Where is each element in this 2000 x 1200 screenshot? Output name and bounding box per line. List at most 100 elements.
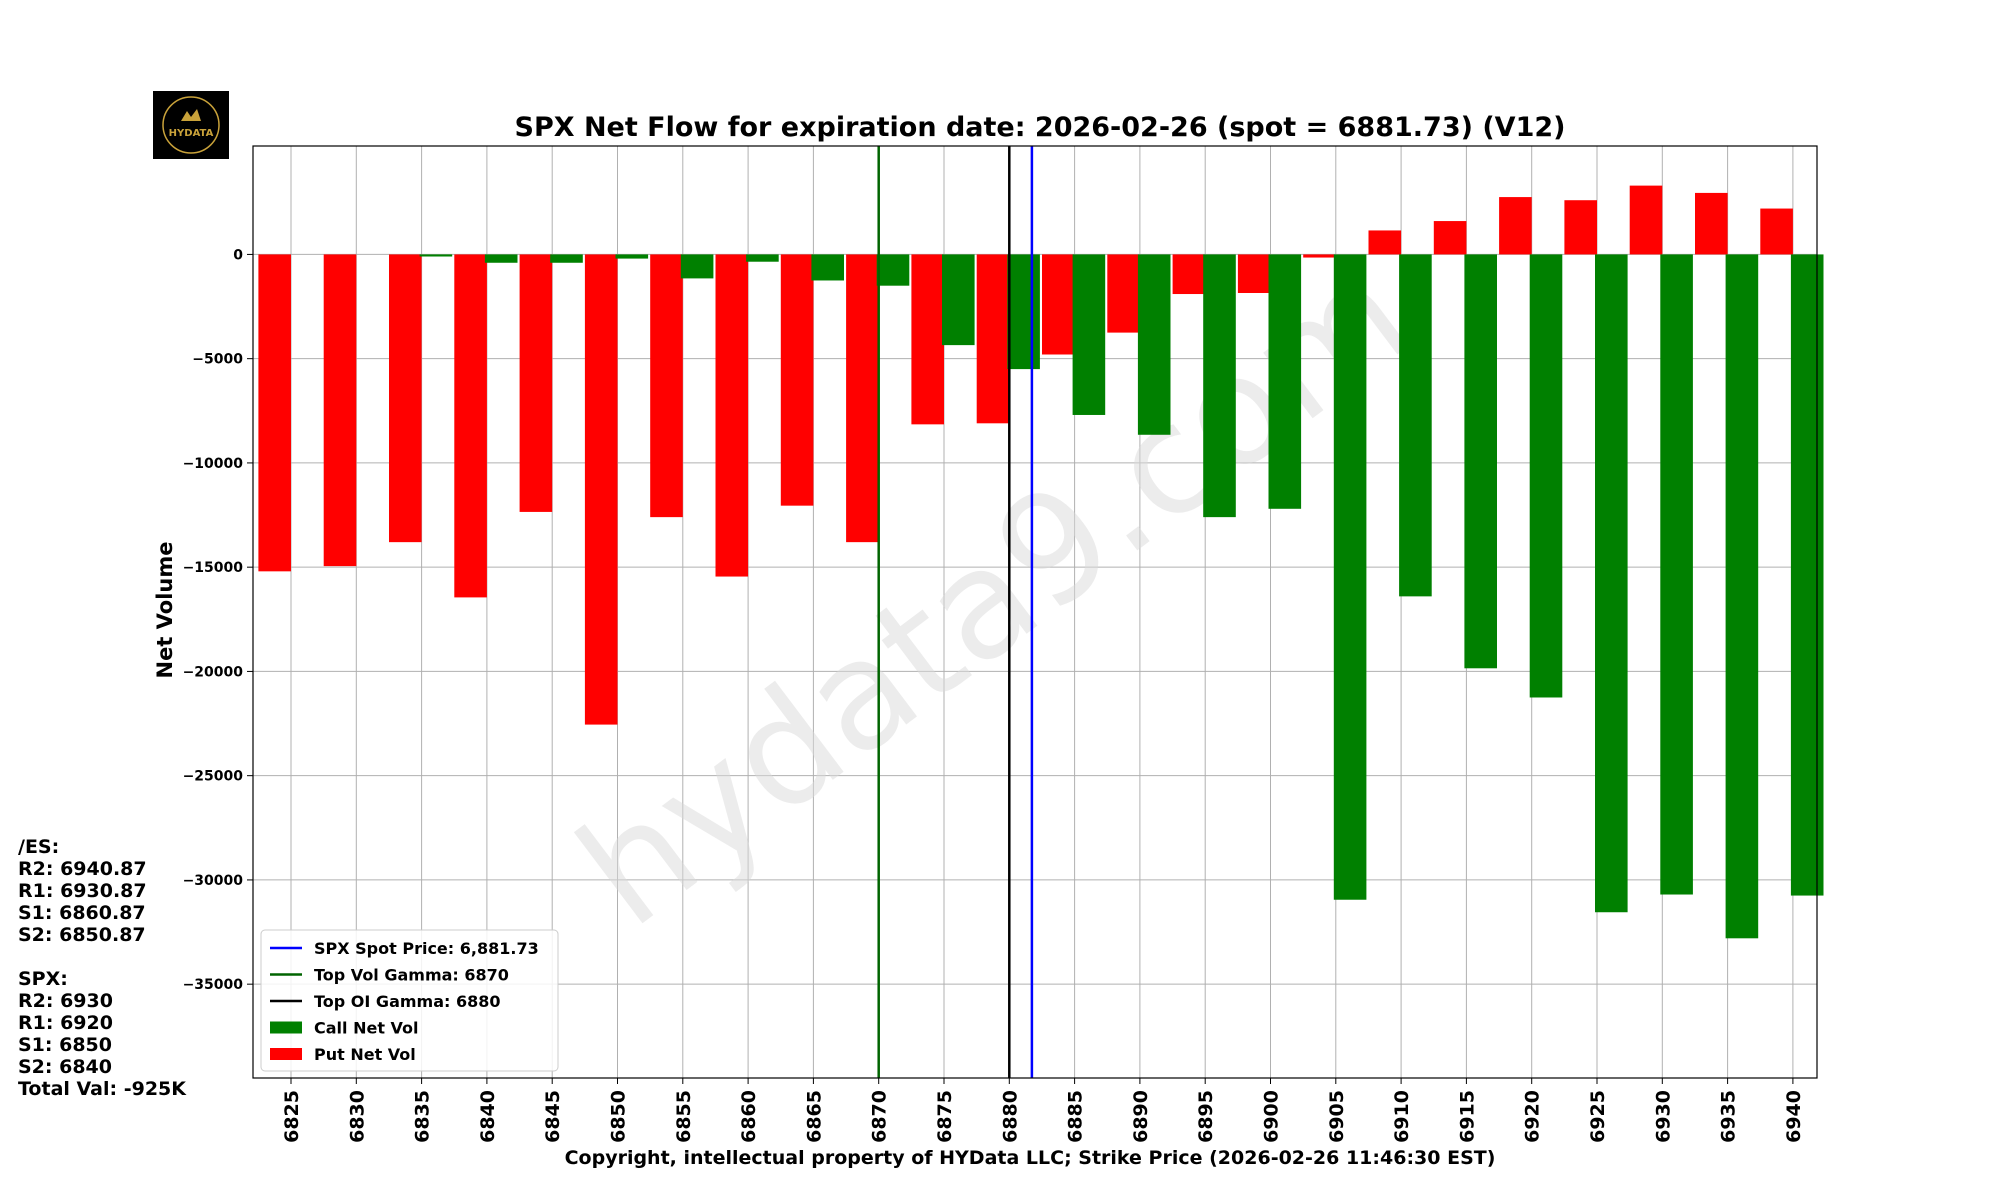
call-bar bbox=[942, 254, 975, 346]
put-bar bbox=[389, 254, 422, 543]
es-header: /ES: bbox=[18, 836, 60, 858]
put-bar bbox=[1172, 254, 1206, 295]
x-tick-label: 6840 bbox=[477, 1090, 499, 1143]
x-tick-label: 6940 bbox=[1783, 1090, 1805, 1143]
y-tick-label: −35000 bbox=[183, 977, 244, 993]
put-bar bbox=[780, 254, 814, 506]
call-bar bbox=[811, 254, 844, 281]
legend-swatch bbox=[270, 1048, 302, 1060]
call-bar bbox=[550, 254, 583, 263]
hydata-logo: HYDATA bbox=[153, 91, 229, 159]
call-bar bbox=[680, 254, 714, 279]
spx-s2: S2: 6840 bbox=[18, 1056, 112, 1078]
y-tick-label: −20000 bbox=[183, 664, 244, 680]
x-tick-label: 6850 bbox=[608, 1090, 630, 1143]
x-axis-label: Copyright, intellectual property of HYDa… bbox=[565, 1147, 1496, 1169]
x-tick-label: 6920 bbox=[1522, 1090, 1544, 1143]
call-bar bbox=[1595, 254, 1628, 913]
call-bar bbox=[1529, 254, 1563, 698]
put-bar bbox=[650, 254, 683, 518]
call-bar bbox=[419, 254, 453, 257]
call-bar bbox=[1790, 254, 1824, 896]
x-tick-label: 6870 bbox=[869, 1090, 891, 1143]
put-bar bbox=[976, 254, 1010, 424]
reference-lines bbox=[877, 146, 1034, 1078]
call-bar bbox=[1007, 254, 1040, 370]
legend: SPX Spot Price: 6,881.73 Top Vol Gamma: 6… bbox=[260, 929, 559, 1072]
put-bar bbox=[1368, 230, 1402, 255]
x-tick-label: 6915 bbox=[1456, 1090, 1478, 1143]
call-bar bbox=[1399, 254, 1432, 597]
put-bar bbox=[1433, 221, 1467, 255]
x-tick-label: 6900 bbox=[1261, 1090, 1283, 1143]
call-bar bbox=[615, 254, 649, 259]
legend-box bbox=[260, 929, 559, 1072]
call-bar bbox=[1137, 254, 1171, 435]
x-tick-label: 6930 bbox=[1652, 1090, 1674, 1143]
y-axis: 0 −5000 −10000 −15000 −20000 −25000 −30000 −350… bbox=[183, 247, 253, 993]
legend-label: Call Net Vol bbox=[314, 1019, 419, 1038]
put-bar bbox=[519, 254, 553, 512]
chart-title: SPX Net Flow for expiration date: 2026-0… bbox=[515, 112, 1566, 143]
call-bar bbox=[1268, 254, 1302, 509]
put-bar bbox=[1564, 200, 1597, 255]
logo-text: HYDATA bbox=[169, 128, 214, 139]
x-tick-label: 6830 bbox=[346, 1090, 368, 1143]
levels-panel: /ES: R2: 6940.87 R1: 6930.87 S1: 6860.87… bbox=[18, 836, 186, 1100]
x-tick-label: 6875 bbox=[934, 1090, 956, 1143]
put-bar bbox=[1303, 254, 1336, 258]
x-tick-label: 6910 bbox=[1391, 1090, 1413, 1143]
y-tick-label: −10000 bbox=[183, 456, 244, 472]
legend-swatch bbox=[270, 1021, 302, 1034]
call-bar bbox=[1464, 254, 1497, 669]
call-bar bbox=[1333, 254, 1367, 900]
x-tick-label: 6905 bbox=[1326, 1090, 1348, 1143]
x-tick-label: 6865 bbox=[803, 1090, 825, 1143]
put-bar bbox=[1042, 254, 1075, 355]
x-tick-label: 6825 bbox=[281, 1090, 303, 1143]
legend-label: SPX Spot Price: 6,881.73 bbox=[314, 939, 539, 958]
es-s1: S1: 6860.87 bbox=[18, 902, 146, 924]
call-bar bbox=[1203, 254, 1236, 518]
legend-label: Put Net Vol bbox=[314, 1045, 416, 1064]
y-tick-label: −5000 bbox=[192, 352, 243, 368]
put-bar bbox=[911, 254, 944, 425]
x-tick-label: 6860 bbox=[738, 1090, 760, 1143]
x-tick-label: 6925 bbox=[1587, 1090, 1609, 1143]
call-bar bbox=[746, 254, 779, 262]
legend-label: Top Vol Gamma: 6870 bbox=[314, 966, 509, 985]
x-tick-label: 6935 bbox=[1718, 1090, 1740, 1143]
put-bar bbox=[258, 254, 291, 572]
x-tick-label: 6890 bbox=[1130, 1090, 1152, 1143]
spx-s1: S1: 6850 bbox=[18, 1034, 112, 1056]
x-tick-label: 6885 bbox=[1065, 1090, 1087, 1143]
plot-frame bbox=[252, 145, 1818, 1079]
call-bar bbox=[1072, 254, 1106, 415]
put-bar bbox=[846, 254, 879, 543]
es-r2: R2: 6940.87 bbox=[18, 858, 147, 880]
spx-header: SPX: bbox=[18, 968, 68, 990]
y-tick-label: −30000 bbox=[183, 873, 244, 889]
put-bar bbox=[1107, 254, 1140, 333]
bars bbox=[258, 185, 1824, 939]
put-bar bbox=[1629, 185, 1663, 255]
x-axis: 6825 6830 6835 6840 6845 6850 6855 6860 6865 6870… bbox=[281, 1078, 1805, 1143]
y-tick-label: −15000 bbox=[183, 560, 244, 576]
x-tick-label: 6855 bbox=[673, 1090, 695, 1143]
y-tick-label: 0 bbox=[233, 247, 243, 263]
call-bar bbox=[1660, 254, 1693, 895]
x-tick-label: 6845 bbox=[542, 1090, 564, 1143]
put-bar bbox=[1237, 254, 1271, 293]
call-bar bbox=[1725, 254, 1759, 939]
put-bar bbox=[323, 254, 357, 567]
y-axis-label: Net Volume bbox=[153, 542, 177, 679]
es-s2: S2: 6850.87 bbox=[18, 924, 146, 946]
x-tick-label: 6880 bbox=[999, 1090, 1021, 1143]
put-bar bbox=[584, 254, 618, 725]
put-bar bbox=[454, 254, 487, 598]
put-bar bbox=[715, 254, 749, 577]
y-tick-label: −25000 bbox=[183, 769, 244, 785]
total-value: Total Val: -925K bbox=[18, 1078, 187, 1100]
spx-r2: R2: 6930 bbox=[18, 990, 113, 1012]
